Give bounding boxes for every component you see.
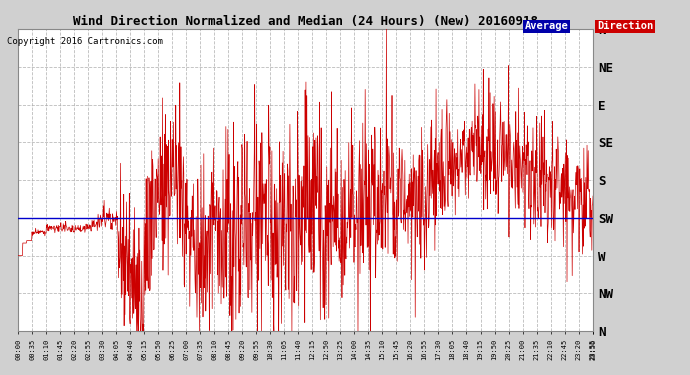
Title: Wind Direction Normalized and Median (24 Hours) (New) 20160918: Wind Direction Normalized and Median (24… bbox=[73, 15, 538, 28]
Text: Direction: Direction bbox=[597, 21, 653, 31]
Text: Copyright 2016 Cartronics.com: Copyright 2016 Cartronics.com bbox=[7, 38, 163, 46]
Text: Average: Average bbox=[524, 21, 568, 31]
